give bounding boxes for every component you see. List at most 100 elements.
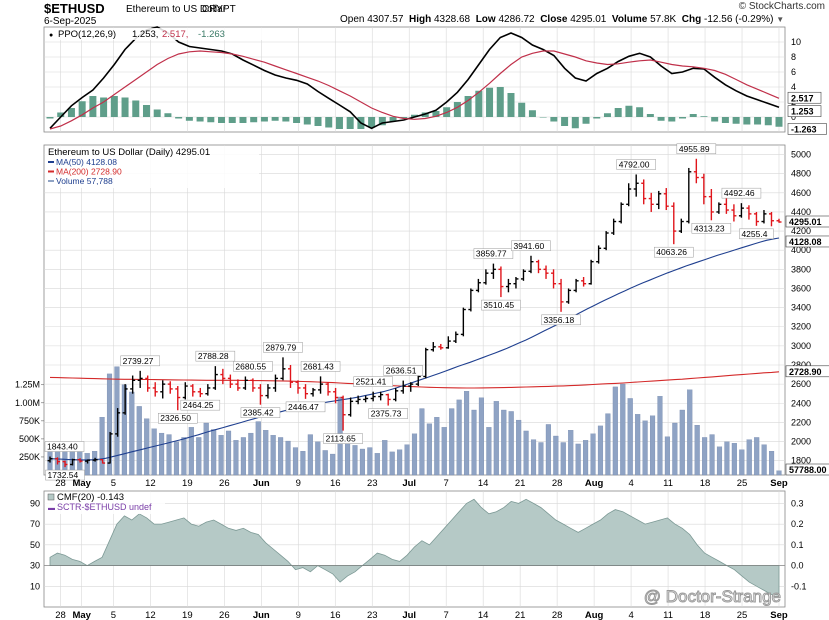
volume-bar: [761, 444, 767, 476]
ppo-histogram-bar: [700, 116, 708, 117]
price-bar: [483, 269, 489, 285]
ppo-histogram-bar: [518, 102, 526, 117]
x-tick-label-bottom: 28: [552, 610, 563, 620]
ppo-signal-line: [49, 50, 780, 130]
ppo-histogram-bar: [271, 117, 279, 121]
ppo-histogram-bar: [89, 96, 97, 117]
ppo-y-tick: 4: [791, 82, 796, 92]
ppo-histogram-bar: [496, 87, 504, 117]
ppo-histogram-bar: [614, 108, 622, 117]
chg-value: -12.56 (-0.29%): [704, 14, 774, 25]
ppo-histogram-bar: [175, 117, 183, 119]
price-bar: [776, 218, 782, 223]
volume-bar: [486, 427, 492, 476]
ppo-histogram-bar: [335, 117, 343, 129]
price-bar: [190, 384, 196, 397]
close-label: Close: [540, 14, 568, 25]
price-label-box: [323, 433, 363, 444]
price-label-box: [511, 240, 551, 252]
x-tick-label-bottom: Jun: [253, 610, 270, 620]
ticker-symbol[interactable]: $ETHUSD: [44, 1, 105, 16]
volume-bar: [159, 432, 165, 476]
ppo-tag-hist: -1.263: [791, 124, 817, 134]
x-tick-label: Jul: [402, 478, 416, 489]
x-tick-label-bottom: 18: [700, 610, 711, 620]
tag-ma50: 4128.08: [789, 237, 822, 247]
price-label-box: [676, 143, 717, 155]
price-label-box: [180, 399, 221, 411]
price-bar: [746, 205, 752, 220]
x-tick-label: 21: [515, 478, 526, 489]
price-y-tick: 2000: [791, 437, 811, 447]
ppo-histogram-bar: [561, 117, 569, 126]
ppo-histogram-bar: [464, 96, 472, 117]
x-tick-label: Aug: [585, 478, 604, 489]
price-bar: [85, 459, 91, 464]
price-label: 2385.42: [243, 408, 274, 418]
price-bar: [513, 277, 519, 289]
cmf-y-tick-right: 0.0: [791, 561, 804, 571]
price-bar: [242, 376, 248, 390]
price-bar: [490, 263, 496, 279]
price-label-box: [739, 228, 774, 240]
price-bar: [137, 370, 143, 388]
price-y-tick: 4800: [791, 169, 811, 179]
ppo-histogram-bar: [218, 117, 226, 123]
volume-bar: [203, 422, 209, 476]
price-label-box: [541, 314, 581, 326]
volume-value: 57.8K: [650, 14, 677, 25]
ppo-histogram-bar: [732, 117, 740, 124]
x-tick-label: 25: [737, 478, 748, 489]
price-bar: [160, 380, 166, 399]
x-tick-label: 4: [628, 478, 633, 489]
ppo-histogram-bar: [142, 105, 150, 117]
volume-bar: [568, 430, 574, 476]
volume-y-tick: 250K: [19, 452, 40, 462]
volume-bar: [538, 442, 544, 476]
volume-bar: [508, 411, 514, 476]
open-label: Open: [340, 14, 365, 25]
volume-bar: [471, 409, 477, 476]
ppo-histogram-bar: [582, 117, 590, 124]
price-bar: [663, 188, 669, 211]
legend-volume: Volume 57,788: [56, 176, 113, 186]
volume-bar: [493, 401, 499, 476]
tag-volume-box: [785, 463, 829, 476]
price-bar: [340, 395, 346, 431]
price-y-tick: 5000: [791, 150, 811, 160]
ppo-histogram-bar: [57, 112, 65, 117]
price-bar: [62, 460, 68, 468]
price-bar: [145, 375, 151, 392]
ppo-y-tick: 10: [791, 37, 801, 47]
cmf-y-tick-left: 70: [30, 519, 40, 529]
price-bar: [370, 391, 376, 402]
volume-bar: [352, 445, 358, 476]
price-bar: [287, 365, 293, 388]
ppo-histogram-bar: [250, 117, 258, 123]
volume-bar: [657, 396, 663, 476]
volume-bar: [166, 434, 172, 476]
volume-bar: [285, 440, 291, 476]
price-bar: [708, 189, 714, 221]
price-label-box: [158, 412, 198, 424]
price-label: 2446.47: [288, 402, 319, 412]
price-y-tick: 4600: [791, 188, 811, 198]
price-bar: [686, 167, 692, 224]
price-bar: [55, 457, 61, 465]
price-label-box: [691, 223, 732, 234]
price-bar: [400, 380, 406, 394]
price-bar: [656, 190, 662, 210]
price-bar: [678, 218, 684, 233]
x-tick-label-bottom: 9: [296, 610, 301, 620]
price-label: 4063.26: [656, 247, 687, 257]
dropdown-icon[interactable]: ▼: [776, 15, 785, 24]
ppo-histogram-bar: [314, 117, 322, 126]
ma200-line: [49, 371, 780, 389]
ppo-histogram-bar: [368, 117, 376, 128]
x-tick-label-bottom: 4: [628, 610, 633, 620]
price-bar: [716, 202, 722, 214]
volume-bar: [441, 427, 447, 476]
volume-bar: [240, 437, 246, 476]
price-label-box: [44, 441, 85, 452]
price-bar: [423, 347, 429, 379]
